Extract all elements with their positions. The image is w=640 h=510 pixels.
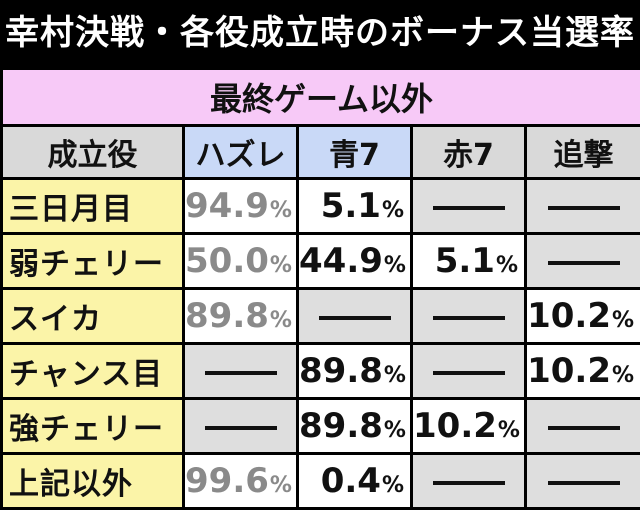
rate-value: 50.0 [185,241,269,281]
rate-cell-aka7: 10.2% [412,399,526,454]
empty-cell-aka7 [412,344,526,399]
dash-icon [433,316,505,320]
percent-unit: % [270,253,292,278]
percent-unit: % [270,198,292,223]
empty-cell-tsuigeki [526,454,640,509]
rate-cell-ao7: 89.8% [298,344,412,399]
rate-value: 0.4 [321,461,381,501]
rate-value: 89.8 [185,296,269,336]
empty-cell-hazure [184,344,298,399]
header-aka7: 赤7 [412,126,526,179]
rate-cell-aka7: 5.1% [412,234,526,289]
empty-cell-tsuigeki [526,179,640,234]
rate-cell-ao7: 44.9% [298,234,412,289]
header-tsuigeki: 追撃 [526,126,640,179]
row-role-label: チャンス目 [2,344,184,399]
empty-cell-tsuigeki [526,234,640,289]
empty-cell-hazure [184,399,298,454]
rate-cell-ao7: 89.8% [298,399,412,454]
rate-value: 44.9 [299,241,383,281]
empty-cell-tsuigeki [526,399,640,454]
rate-cell-tsuigeki: 10.2% [526,344,640,399]
rate-value: 10.2 [527,296,611,336]
percent-unit: % [270,473,292,498]
header-row: 成立役 ハズレ 青7 赤7 追撃 [2,126,640,179]
row-role-label: 強チェリー [2,399,184,454]
dash-icon [548,426,620,430]
rate-value: 5.1 [321,186,381,226]
percent-unit: % [270,308,292,333]
dash-icon [205,426,277,430]
rate-cell-hazure: 89.8% [184,289,298,344]
rate-cell-hazure: 99.6% [184,454,298,509]
dash-icon [548,481,620,485]
empty-cell-ao7 [298,289,412,344]
dash-icon [548,206,620,210]
empty-cell-aka7 [412,179,526,234]
rate-cell-ao7: 5.1% [298,179,412,234]
rate-value: 5.1 [435,241,495,281]
percent-unit: % [496,253,518,278]
dash-icon [433,481,505,485]
percent-unit: % [612,363,634,388]
percent-unit: % [384,418,406,443]
dash-icon [205,371,277,375]
percent-unit: % [384,363,406,388]
rate-value: 89.8 [299,351,383,391]
header-hazure: ハズレ [184,126,298,179]
rate-value: 89.8 [299,406,383,446]
rate-value: 94.9 [185,186,269,226]
dash-icon [319,316,391,320]
table-subtitle: 最終ゲーム以外 [2,69,640,126]
empty-cell-aka7 [412,289,526,344]
header-role: 成立役 [2,126,184,179]
rate-value: 10.2 [413,406,497,446]
rate-cell-tsuigeki: 10.2% [526,289,640,344]
percent-unit: % [498,418,520,443]
rate-cell-hazure: 50.0% [184,234,298,289]
dash-icon [433,371,505,375]
dash-icon [548,261,620,265]
empty-cell-aka7 [412,454,526,509]
page-title: 幸村決戦・各役成立時のボーナス当選率 [0,0,640,67]
percent-unit: % [384,253,406,278]
rate-value: 10.2 [527,351,611,391]
rate-cell-ao7: 0.4% [298,454,412,509]
rate-cell-hazure: 94.9% [184,179,298,234]
percent-unit: % [612,308,634,333]
rate-value: 99.6 [185,461,269,501]
row-role-label: 上記以外 [2,454,184,509]
row-role-label: スイカ [2,289,184,344]
percent-unit: % [382,473,404,498]
row-role-label: 三日月目 [2,179,184,234]
row-role-label: 弱チェリー [2,234,184,289]
dash-icon [433,206,505,210]
header-ao7: 青7 [298,126,412,179]
percent-unit: % [382,198,404,223]
